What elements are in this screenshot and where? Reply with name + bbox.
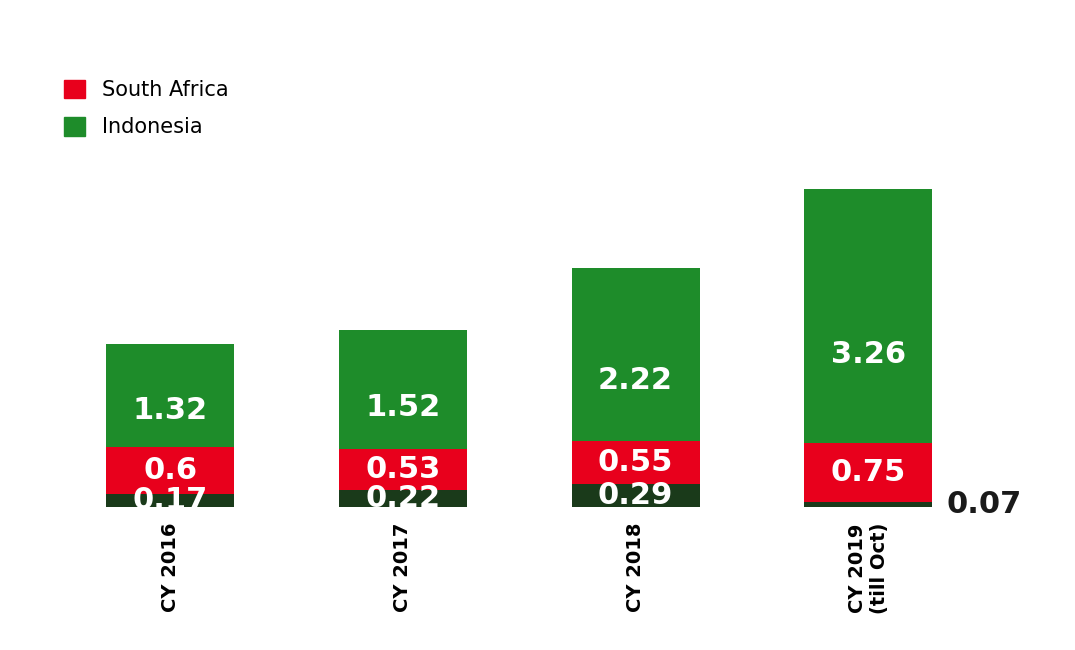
Text: 0.6: 0.6: [143, 456, 197, 485]
Bar: [572, 441, 700, 484]
Text: 0.22: 0.22: [366, 484, 441, 513]
Text: 0.17: 0.17: [132, 486, 207, 515]
Bar: [804, 188, 932, 443]
Text: 0.29: 0.29: [598, 481, 673, 510]
Bar: [106, 447, 234, 494]
Bar: [339, 490, 467, 507]
Text: 0.75: 0.75: [831, 458, 906, 487]
Bar: [804, 502, 932, 507]
Text: 0.07: 0.07: [946, 489, 1021, 519]
Bar: [339, 330, 467, 448]
Text: 3.26: 3.26: [831, 339, 906, 369]
Text: 0.53: 0.53: [366, 454, 441, 484]
Bar: [339, 448, 467, 490]
Text: 1.52: 1.52: [366, 393, 441, 421]
Bar: [572, 268, 700, 441]
Bar: [572, 484, 700, 507]
Legend: South Africa, Indonesia: South Africa, Indonesia: [64, 80, 228, 137]
Bar: [106, 344, 234, 447]
Text: 0.55: 0.55: [598, 448, 673, 478]
Bar: [804, 443, 932, 502]
Text: 1.32: 1.32: [132, 396, 207, 425]
Bar: [106, 494, 234, 507]
Text: 2.22: 2.22: [598, 367, 673, 395]
